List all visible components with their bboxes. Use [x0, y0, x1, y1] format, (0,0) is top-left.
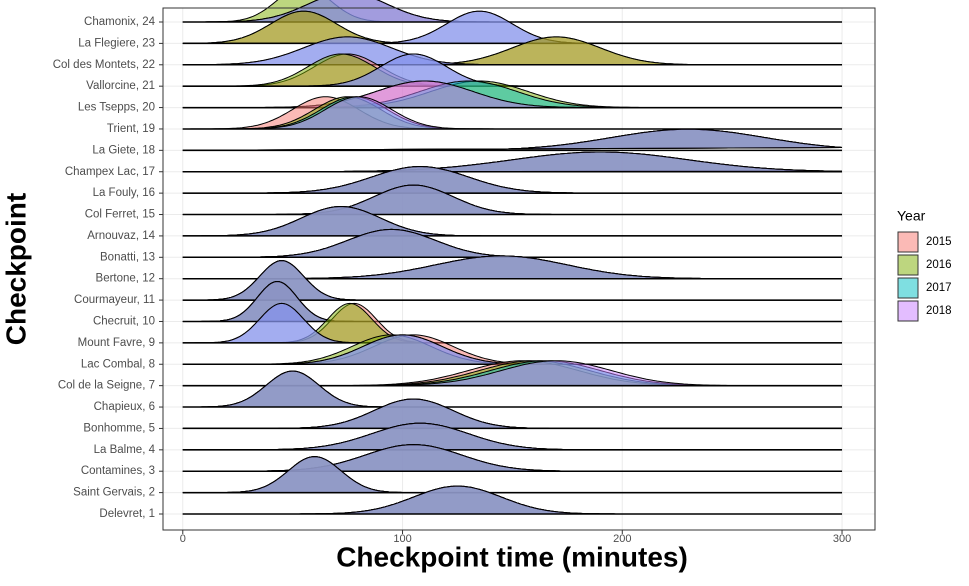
legend-swatch	[897, 277, 919, 299]
y-tick-label: Courmayeur, 11	[74, 294, 155, 306]
panel-border	[162, 7, 876, 531]
y-tick-label: Vallorcine, 21	[86, 80, 155, 92]
y-tick-label: Lac Combal, 8	[81, 358, 155, 370]
y-tick-label: Bonatti, 13	[100, 251, 155, 263]
y-tick-label: Contamines, 3	[81, 465, 155, 477]
y-tick-label: La Giete, 18	[92, 144, 155, 156]
y-tick-label: Mount Favre, 9	[78, 337, 155, 349]
y-tick-label: Chapieux, 6	[94, 401, 155, 413]
x-tick-label: 300	[833, 533, 851, 545]
x-tick-label: 200	[613, 533, 631, 545]
y-tick-label: Col des Montets, 22	[53, 59, 155, 71]
legend-swatch	[897, 300, 919, 322]
legend-label: 2016	[926, 259, 952, 271]
legend-title: Year	[897, 208, 926, 224]
y-tick-label: Delevret, 1	[99, 508, 155, 520]
y-tick-label: La Balme, 4	[94, 444, 156, 456]
y-tick-label: Col Ferret, 15	[85, 209, 155, 221]
legend-label: 2015	[926, 236, 952, 248]
y-tick-label: Chamonix, 24	[84, 16, 156, 28]
legend-label: 2018	[926, 305, 952, 317]
ridges	[182, 0, 843, 515]
y-tick-label: Bonhomme, 5	[83, 422, 155, 434]
x-axis-title: Checkpoint time (minutes)	[336, 541, 688, 572]
y-tick-label: Trient, 19	[107, 123, 155, 135]
y-tick-label: La Fouly, 16	[93, 187, 155, 199]
y-tick-label: Arnouvaz, 14	[87, 230, 155, 242]
y-tick-label: Checruit, 10	[93, 316, 155, 328]
y-tick-label: Champex Lac, 17	[65, 166, 155, 178]
y-tick-label: La Flegiere, 23	[78, 37, 155, 49]
y-tick-label: Col de la Seigne, 7	[58, 380, 155, 392]
legend: 2015 2016 2017 2018	[897, 231, 952, 322]
x-tick-label: 100	[393, 533, 411, 545]
legend-swatch	[897, 254, 919, 276]
legend-swatch	[897, 231, 919, 253]
y-tick-label: Saint Gervais, 2	[73, 487, 155, 499]
y-tick-label: Bertone, 12	[96, 273, 155, 285]
legend-label: 2017	[926, 282, 952, 294]
y-axis-title: Checkpoint	[0, 193, 31, 345]
y-tick-label: Les Tsepps, 20	[78, 102, 155, 114]
x-tick-label: 0	[180, 533, 186, 545]
